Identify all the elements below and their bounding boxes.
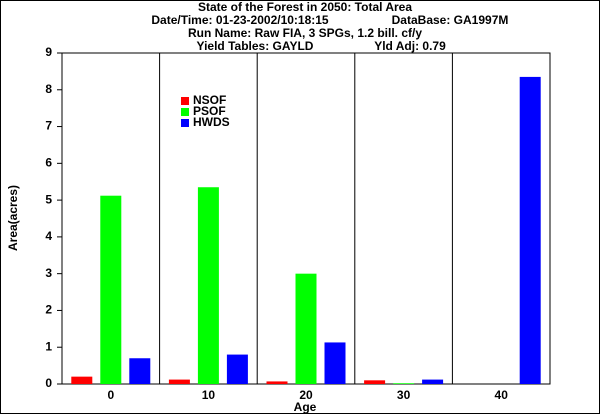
bar — [129, 358, 151, 384]
bar — [100, 195, 122, 384]
y-tick-label: 6 — [45, 156, 52, 170]
bar — [295, 273, 317, 384]
x-tick-label: 30 — [397, 388, 411, 402]
y-tick-label: 7 — [45, 119, 52, 133]
subtitle: Run Name: Raw FIA, 3 SPGs, 1.2 bill. cf/… — [188, 26, 422, 40]
chart-title: State of the Forest in 2050: Total Area — [198, 0, 412, 14]
legend-label: NSOF — [193, 93, 226, 107]
y-tick-label: 9 — [45, 45, 52, 59]
bar — [519, 76, 541, 385]
bar — [197, 187, 219, 384]
x-tick-label: 10 — [202, 388, 216, 402]
legend-label: HWDS — [193, 115, 230, 129]
bar — [71, 376, 93, 384]
x-tick-label: 40 — [495, 388, 509, 402]
y-tick-label: 0 — [45, 376, 52, 390]
y-axis-label: Area(acres) — [6, 185, 20, 251]
bar — [393, 383, 415, 384]
legend-label: PSOF — [193, 104, 226, 118]
bar — [324, 342, 346, 384]
subtitle: DataBase: GA1997M — [392, 13, 509, 27]
bar — [422, 379, 444, 384]
y-tick-label: 3 — [45, 266, 52, 280]
y-tick-label: 1 — [45, 339, 52, 353]
legend-swatch — [181, 97, 189, 105]
y-tick-label: 5 — [45, 192, 52, 206]
legend-swatch — [181, 108, 189, 116]
y-tick-label: 8 — [45, 82, 52, 96]
y-tick-label: 2 — [45, 303, 52, 317]
subtitle: Yield Tables: GAYLD — [197, 39, 314, 53]
y-tick-label: 4 — [45, 229, 52, 243]
bar — [364, 380, 386, 384]
x-tick-label: 20 — [299, 388, 313, 402]
x-axis-label: Age — [294, 400, 317, 414]
subtitle: Date/Time: 01-23-2002/10:18:15 — [151, 13, 329, 27]
x-tick-label: 0 — [107, 388, 114, 402]
bar — [266, 381, 288, 384]
bar — [226, 354, 248, 384]
legend-swatch — [181, 119, 189, 127]
bar — [168, 379, 190, 384]
subtitle: Yld Adj: 0.79 — [374, 39, 446, 53]
